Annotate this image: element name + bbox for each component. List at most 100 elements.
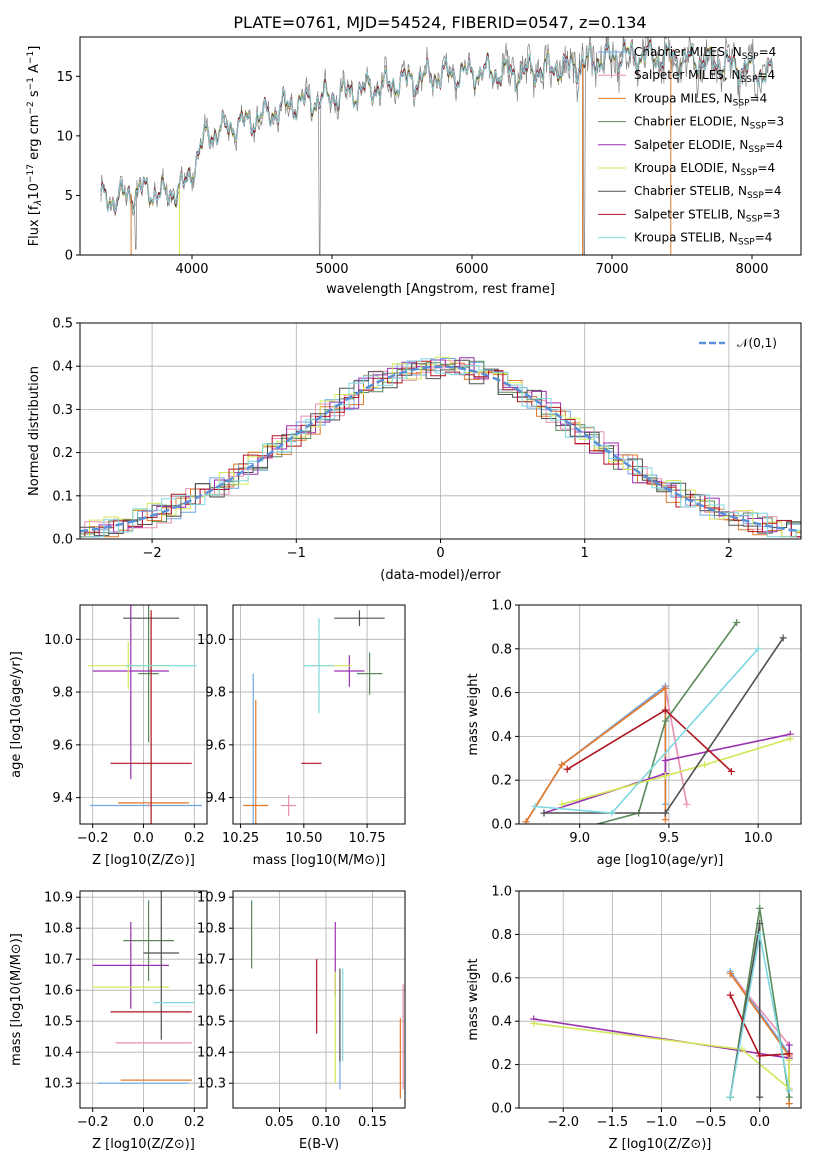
weight-point-marker (553, 831, 560, 838)
y-tick-label: 10.6 (44, 984, 73, 999)
y-tick-label: 1.0 (491, 885, 512, 900)
y-tick-label: 10.6 (197, 984, 226, 999)
weight-point-marker (531, 802, 539, 810)
weight-point-marker (785, 1093, 793, 1101)
weight-point-marker (756, 920, 764, 928)
legend-label: Kroupa ELODIE, NSSP=4 (634, 161, 775, 178)
figure-title: PLATE=0761, MJD=54524, FIBERID=0547, z=0… (233, 13, 646, 32)
weight-point-marker (779, 634, 787, 642)
weight-point-marker (785, 1050, 793, 1058)
y-axis-label: Normed distribution (27, 366, 42, 496)
x-axis-label: mass [log10(M/M⊙)] (253, 853, 386, 868)
weight-series-line (525, 684, 667, 823)
y-tick-label: 10.7 (44, 953, 73, 968)
plot-area (522, 619, 794, 838)
legend-label: Chabrier ELODIE, NSSP=3 (634, 115, 784, 132)
weight-point-marker (558, 761, 566, 769)
weight-series-line (533, 1022, 790, 1091)
legend-label: Chabrier MILES, NSSP=4 (634, 45, 776, 62)
panel-age_vs_Z: −0.2 0.0 0.2 9.4 9.6 9.8 10.0 Z [log10(Z/Z⊙)] ag… (9, 604, 208, 868)
plot-area (80, 356, 801, 538)
axes-frame (232, 890, 406, 1109)
residual-histogram-step (80, 357, 801, 538)
y-tick-label: 9.8 (52, 686, 73, 701)
x-tick-label: −0.2 (77, 831, 109, 846)
residual-histogram-step (80, 358, 801, 538)
legend-label: Salpeter MILES, NSSP=4 (634, 68, 775, 85)
weight-point-marker (756, 1093, 764, 1101)
x-tick-label: −1.5 (597, 1115, 629, 1130)
y-tick-label: 10.0 (44, 633, 73, 648)
weight-point-marker (754, 645, 762, 653)
weight-series-line (525, 686, 667, 823)
y-axis-label: Flux [fλ10−17 erg cm−2 s−1 A−1] (26, 46, 44, 247)
weight-point-marker (726, 969, 734, 977)
axes-frame (518, 604, 802, 825)
weight-point-marker (756, 1052, 764, 1060)
y-tick-label: 0.6 (491, 971, 512, 986)
weight-point-marker (661, 706, 669, 714)
panel-mass_vs_Z: −0.2 0.0 0.2 10.3 10.4 10.5 10.6 10.7 10.8 10.9 Z … (9, 890, 208, 1152)
y-tick-label: 0.0 (52, 533, 73, 548)
y-tick-label: 10.0 (197, 633, 226, 648)
x-tick-label: 10.0 (744, 831, 773, 846)
x-tick-label: 0.2 (184, 831, 205, 846)
x-axis-label: (data-model)/error (380, 568, 501, 583)
panel-mass_vs_EBV: 0.05 0.10 0.15 10.3 10.4 10.5 10.6 10.7 10.8 10.9… (197, 890, 406, 1152)
x-tick-label: 0 (436, 546, 444, 561)
y-tick-label: 0.8 (491, 928, 512, 943)
x-tick-label: 0.15 (358, 1115, 387, 1130)
data-point (147, 804, 150, 807)
y-tick-label: 10.7 (197, 953, 226, 968)
panel-weight_vs_age: 9.0 9.5 10.0 0.0 0.2 0.4 0.6 0.8 1.0 age [log10(a… (466, 599, 802, 868)
y-tick-label: 0.3 (52, 403, 73, 418)
y-tick-label: 0.2 (52, 446, 73, 461)
y-tick-label: 10.5 (197, 1015, 226, 1030)
y-tick-label: 0.6 (491, 686, 512, 701)
x-tick-label: 0.2 (184, 1115, 205, 1130)
y-tick-label: 0.2 (491, 774, 512, 789)
x-tick-label: −2 (143, 546, 162, 561)
weight-point-marker (727, 767, 735, 775)
y-tick-label: 1.0 (491, 599, 512, 614)
observed-spectrum-line (100, 37, 774, 255)
plot-area (100, 37, 774, 255)
residual-histogram-step (80, 359, 801, 538)
plot-area (530, 904, 793, 1108)
x-tick-label: 0.05 (265, 1115, 294, 1130)
x-tick-label: −1.0 (646, 1115, 678, 1130)
weight-point-marker (540, 809, 548, 817)
weight-point-marker (785, 1087, 793, 1095)
x-tick-label: −1 (287, 546, 306, 561)
y-tick-label: 9.8 (205, 686, 226, 701)
gaussian-reference-line (80, 365, 801, 533)
weight-point-marker (785, 1100, 793, 1108)
y-tick-label: 10 (56, 129, 73, 144)
weight-point-marker (785, 1056, 793, 1064)
y-tick-label: 10.9 (197, 891, 226, 906)
panel-weight_vs_Z: −2.0 −1.5 −1.0 −0.5 0.0 0.0 0.2 0.4 0.6 0.8 1.0 Z [… (466, 885, 802, 1152)
x-tick-label: 10.75 (348, 831, 385, 846)
y-tick-label: 15 (56, 70, 73, 85)
y-tick-label: 0.8 (491, 642, 512, 657)
x-tick-label: 9.0 (569, 831, 590, 846)
x-tick-label: 0.10 (311, 1115, 340, 1130)
weight-point-marker (661, 816, 669, 824)
panel-spectrum: 4000 5000 6000 7000 8000 0 5 10 15 wavelength [An… (26, 36, 802, 297)
x-tick-label: 6000 (455, 262, 488, 277)
x-axis-label: Z [log10(Z/Z⊙)] (92, 853, 195, 868)
y-tick-label: 0 (65, 249, 73, 264)
y-axis-label: mass [log10(M/M⊙)] (9, 933, 24, 1066)
weight-series-line (594, 622, 738, 824)
axes-frame (79, 322, 802, 540)
y-tick-label: 9.4 (205, 791, 226, 806)
weight-point-marker (608, 809, 616, 817)
residual-histogram-step (80, 356, 801, 538)
x-tick-label: 10.50 (285, 831, 322, 846)
y-tick-label: 0.4 (52, 360, 73, 375)
x-tick-label: −0.5 (695, 1115, 727, 1130)
x-axis-label: Z [log10(Z/Z⊙)] (609, 1137, 712, 1152)
legend-label: Kroupa MILES, NSSP=4 (634, 91, 767, 108)
x-axis-label: age [log10(age/yr)] (597, 853, 724, 868)
weight-point-marker (756, 930, 764, 938)
